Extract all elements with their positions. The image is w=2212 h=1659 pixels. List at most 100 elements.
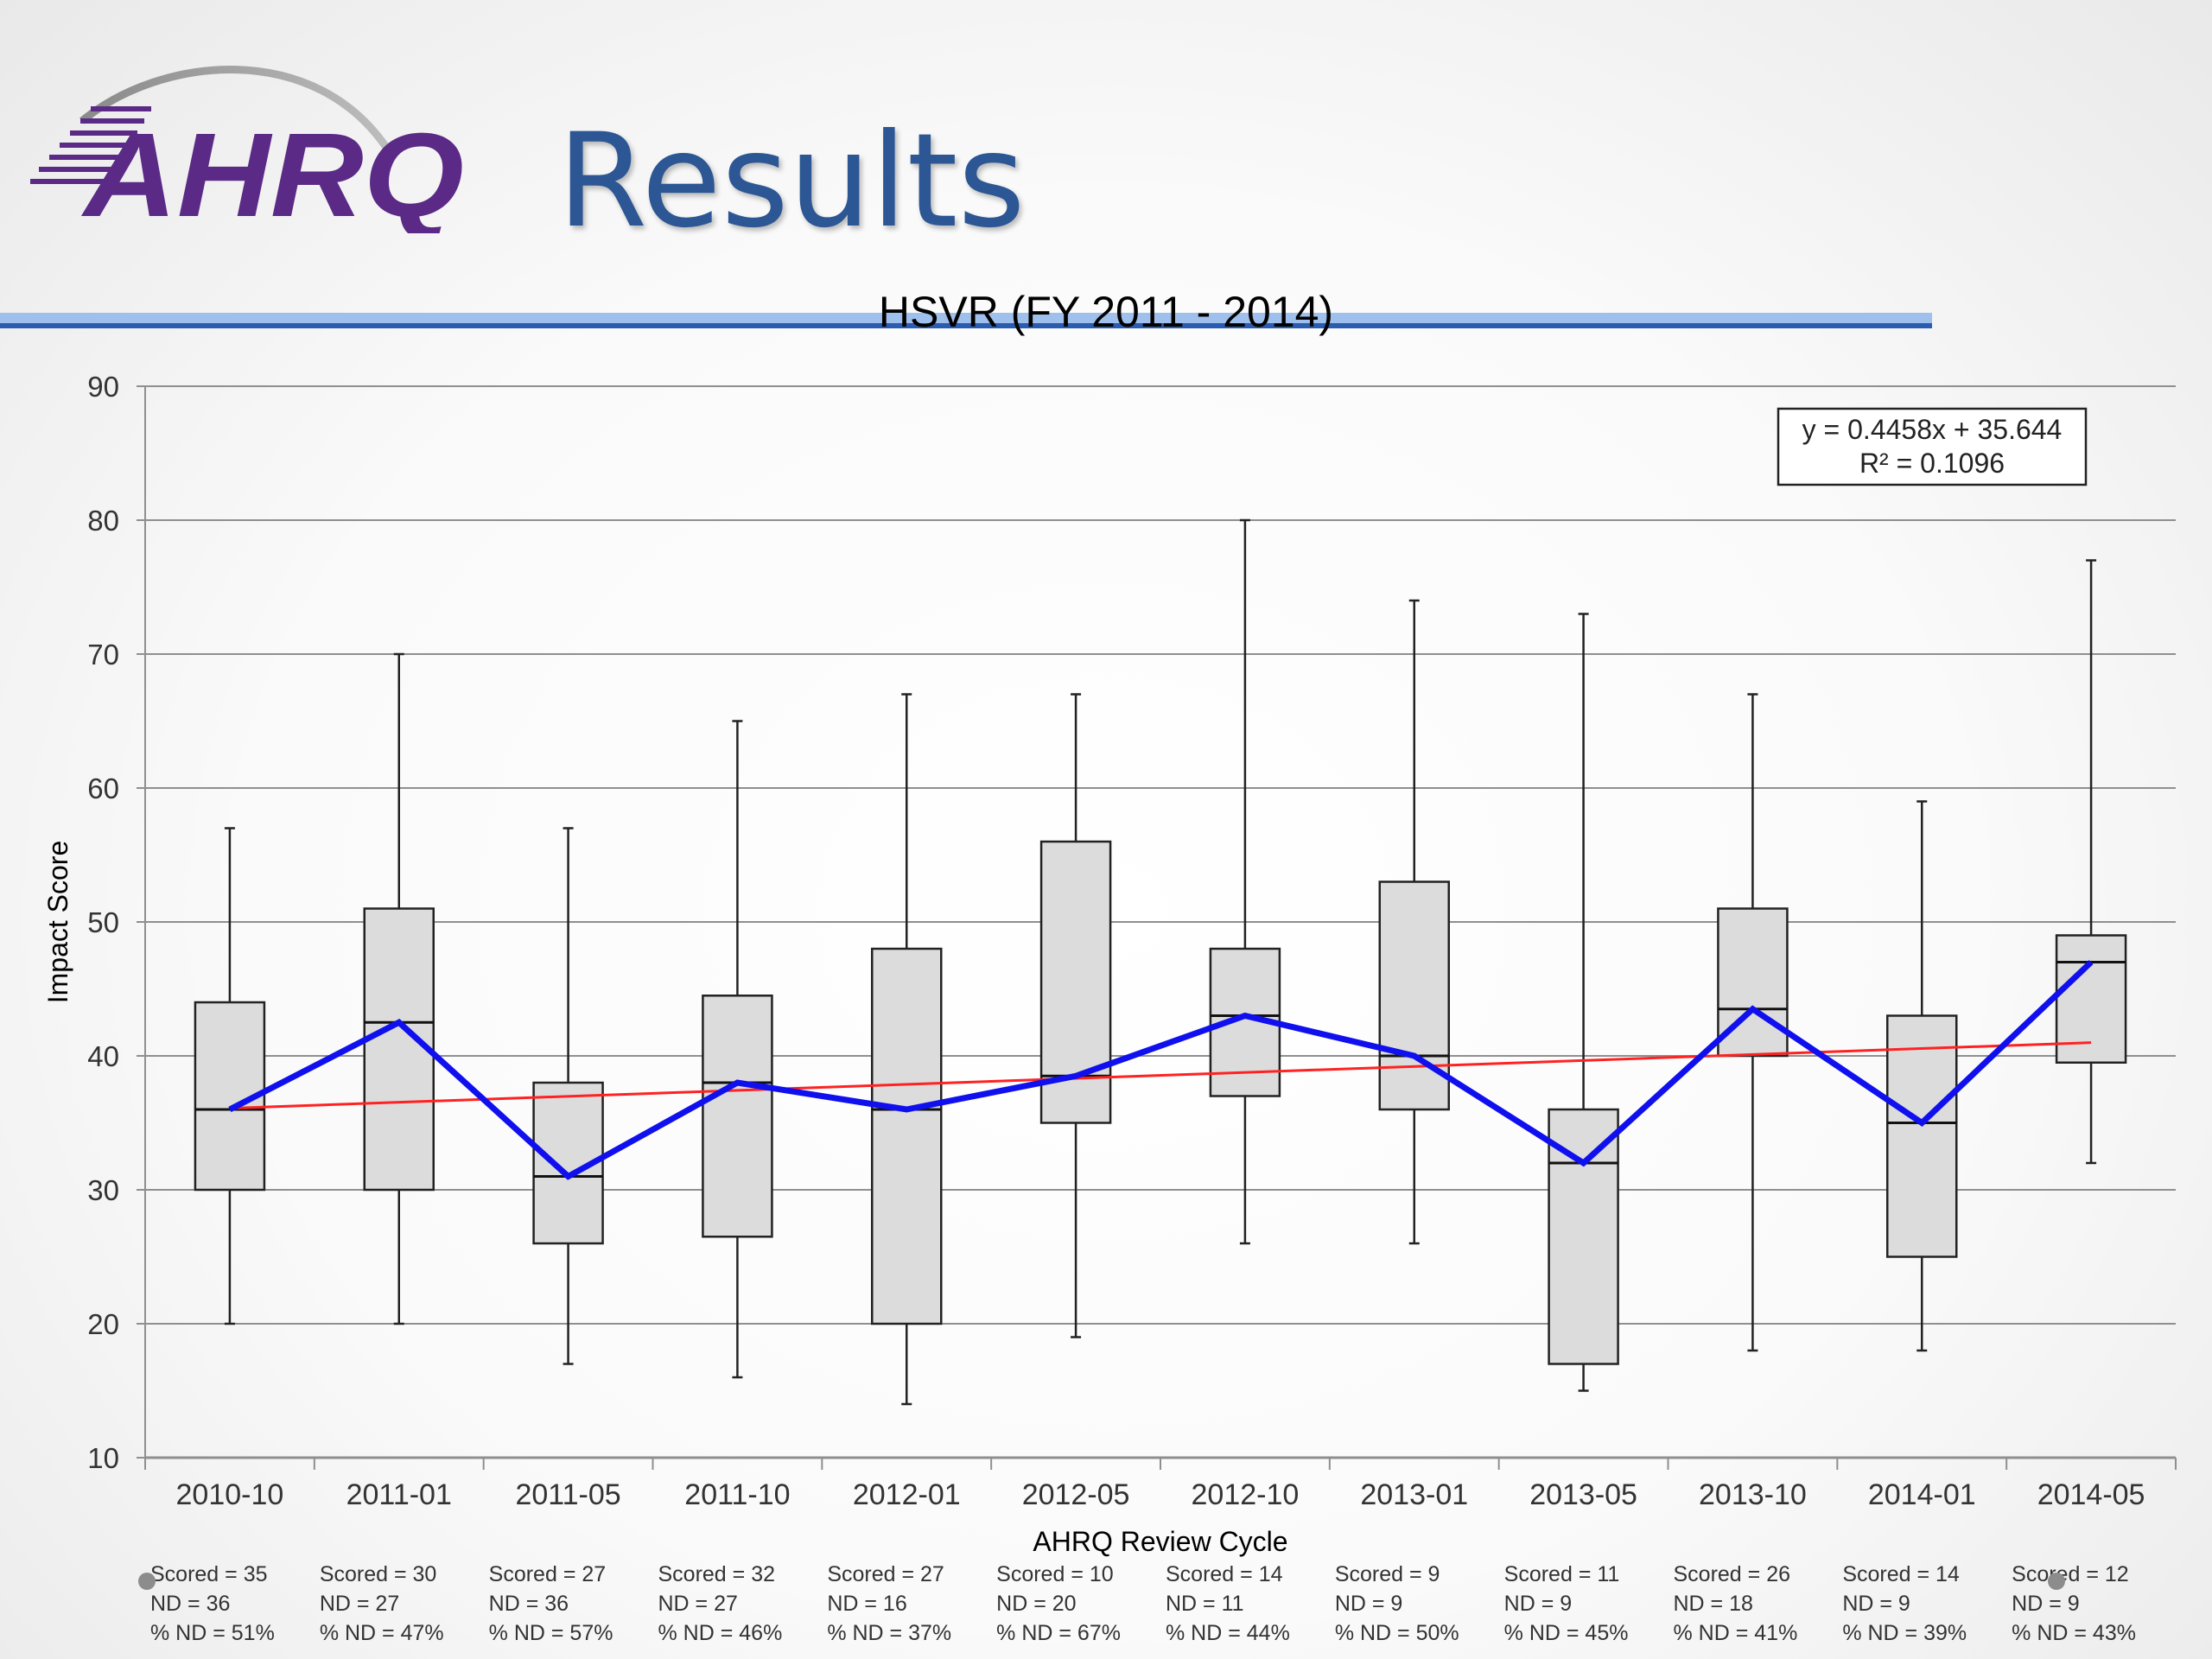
sample-scored-text: Scored = 26 [1673, 1562, 1791, 1586]
slide-title: Results [557, 106, 1026, 257]
sample-size-2012-01: Scored = 27 ND = 16 % ND = 37% [827, 1560, 982, 1648]
box-plot-2013-10 [1717, 693, 1789, 1352]
sample-scored-text: Scored = 11 [1503, 1562, 1620, 1586]
iqr-box [2055, 934, 2127, 1064]
sample-nd-text: ND = 18 [1673, 1592, 1753, 1616]
sample-size-2013-10: Scored = 26 ND = 18 % ND = 41% [1674, 1560, 1829, 1648]
box-plot-2014-05 [2055, 559, 2127, 1165]
slide-nav-dot-right[interactable] [2048, 1573, 2065, 1590]
box-plot-2013-05 [1548, 613, 1619, 1392]
trendline-r-squared: R² = 0.1096 [1859, 448, 2005, 479]
x-tick-label: 2011-01 [346, 1478, 452, 1511]
sample-pct-text: % ND = 43% [2012, 1621, 2136, 1645]
x-tick-label: 2014-05 [2037, 1478, 2145, 1511]
sample-scored-text: Scored = 27 [488, 1562, 607, 1586]
iqr-box [702, 995, 773, 1238]
sample-size-2011-01: Scored = 30 ND = 27 % ND = 47% [320, 1560, 475, 1648]
y-tick-label: 90 [87, 371, 119, 403]
sample-nd-text: ND = 11 [1166, 1592, 1244, 1616]
x-tick-label: 2010-10 [176, 1478, 284, 1511]
iqr-box [1886, 1014, 1958, 1258]
y-tick-label: 20 [87, 1308, 119, 1340]
sample-nd-text: ND = 9 [1842, 1592, 1910, 1616]
sample-pct-text: % ND = 41% [1673, 1621, 1798, 1645]
equation-box-frame [1777, 407, 2088, 486]
sample-pct-text: % ND = 45% [1503, 1621, 1629, 1645]
x-tick-label: 2012-10 [1192, 1478, 1300, 1511]
y-tick-label: 80 [87, 505, 119, 537]
sample-size-2011-05: Scored = 27 ND = 36 % ND = 57% [489, 1560, 645, 1648]
chart-title: HSVR (FY 2011 - 2014) [879, 288, 1333, 336]
sample-size-2013-01: Scored = 9 ND = 9 % ND = 50% [1335, 1560, 1491, 1648]
y-tick-label: 10 [87, 1442, 119, 1474]
iqr-box [871, 947, 943, 1325]
box-plot-2012-10 [1209, 518, 1281, 1245]
sample-nd-text: ND = 9 [2012, 1592, 2080, 1616]
box-plot-2014-01 [1886, 800, 1958, 1352]
sample-scored-text: Scored = 14 [1842, 1562, 1960, 1586]
box-plot-2013-01 [1378, 599, 1450, 1245]
plot-area: 10 20 30 40 50 60 70 80 90 2010-10 2011-01 2011-05 2… [42, 371, 2177, 1557]
box-plot-2011-10 [702, 720, 773, 1379]
sample-nd-text: ND = 9 [1334, 1592, 1403, 1616]
sample-pct-text: % ND = 37% [827, 1621, 952, 1645]
box-plot-2010-10 [194, 827, 266, 1325]
sample-nd-text: ND = 36 [488, 1592, 569, 1616]
y-tick-label: 50 [87, 906, 119, 938]
sample-scored-text: Scored = 35 [150, 1562, 268, 1586]
sample-scored-text: Scored = 9 [1334, 1562, 1440, 1586]
sample-nd-text: ND = 16 [827, 1592, 907, 1616]
sample-size-2011-10: Scored = 32 ND = 27 % ND = 46% [658, 1560, 814, 1648]
sample-scored-text: Scored = 10 [996, 1562, 1114, 1586]
iqr-box [363, 907, 435, 1192]
box-plot-2012-01 [871, 693, 943, 1406]
sample-size-2012-10: Scored = 14 ND = 11 % ND = 44% [1166, 1560, 1321, 1648]
sample-size-2014-05: Scored = 12 ND = 9 % ND = 43% [2012, 1560, 2167, 1648]
sample-pct-text: % ND = 57% [488, 1621, 613, 1645]
x-tick-label: 2011-05 [515, 1478, 620, 1511]
sample-scored-text: Scored = 32 [658, 1562, 776, 1586]
y-tick-label: 60 [87, 772, 119, 804]
box-plot-2011-05 [532, 827, 604, 1365]
x-tick-label: 2014-01 [1868, 1478, 1976, 1511]
sample-scored-text: Scored = 14 [1166, 1562, 1283, 1586]
y-tick-label: 70 [87, 639, 119, 671]
sample-pct-text: % ND = 46% [658, 1621, 783, 1645]
sample-pct-text: % ND = 67% [996, 1621, 1121, 1645]
sample-size-2013-05: Scored = 11 ND = 9 % ND = 45% [1504, 1560, 1660, 1648]
sample-pct-text: % ND = 50% [1334, 1621, 1459, 1645]
sample-pct-text: % ND = 51% [150, 1621, 275, 1645]
box-plot-2012-05 [1039, 693, 1112, 1338]
x-axis-title: AHRQ Review Cycle [1033, 1526, 1287, 1557]
ahrq-logo: AHRQ [30, 66, 462, 233]
title-divider [0, 313, 1932, 328]
x-tick-label: 2012-01 [853, 1478, 961, 1511]
iqr-box [1378, 880, 1450, 1111]
x-tick-label: 2013-01 [1360, 1478, 1468, 1511]
sample-nd-text: ND = 20 [996, 1592, 1077, 1616]
y-tick-label: 30 [87, 1174, 119, 1206]
sample-pct-text: % ND = 47% [319, 1621, 444, 1645]
sample-size-2012-05: Scored = 10 ND = 20 % ND = 67% [996, 1560, 1152, 1648]
logo-swoosh [79, 66, 392, 154]
box-plot-2011-01 [363, 652, 435, 1325]
sample-nd-text: ND = 27 [319, 1592, 400, 1616]
sample-pct-text: % ND = 44% [1166, 1621, 1290, 1645]
linear-trendline [229, 1041, 2092, 1110]
sample-scored-text: Scored = 30 [319, 1562, 437, 1586]
logo-text: AHRQ [81, 109, 462, 233]
box-plot-chart: HSVR (FY 2011 - 2014) 10 20 30 40 50 60 70 80 90… [42, 288, 2177, 1557]
x-tick-label: 2013-10 [1699, 1478, 1807, 1511]
sample-scored-text: Scored = 27 [827, 1562, 944, 1586]
logo-speed-stripes [30, 106, 151, 184]
slide-nav-dot-left[interactable] [138, 1573, 156, 1590]
sample-nd-text: ND = 36 [150, 1592, 231, 1616]
sample-scored-text: Scored = 12 [2012, 1562, 2129, 1586]
x-tick-label: 2012-05 [1022, 1478, 1130, 1511]
y-axis-title: Impact Score [42, 841, 73, 1004]
x-tick-label: 2011-10 [684, 1478, 790, 1511]
sample-size-2010-10: Scored = 35 ND = 36 % ND = 51% [150, 1560, 306, 1648]
sample-size-2014-01: Scored = 14 ND = 9 % ND = 39% [1842, 1560, 1998, 1648]
trendline-equation: y = 0.4458x + 35.644 [1802, 414, 2063, 445]
